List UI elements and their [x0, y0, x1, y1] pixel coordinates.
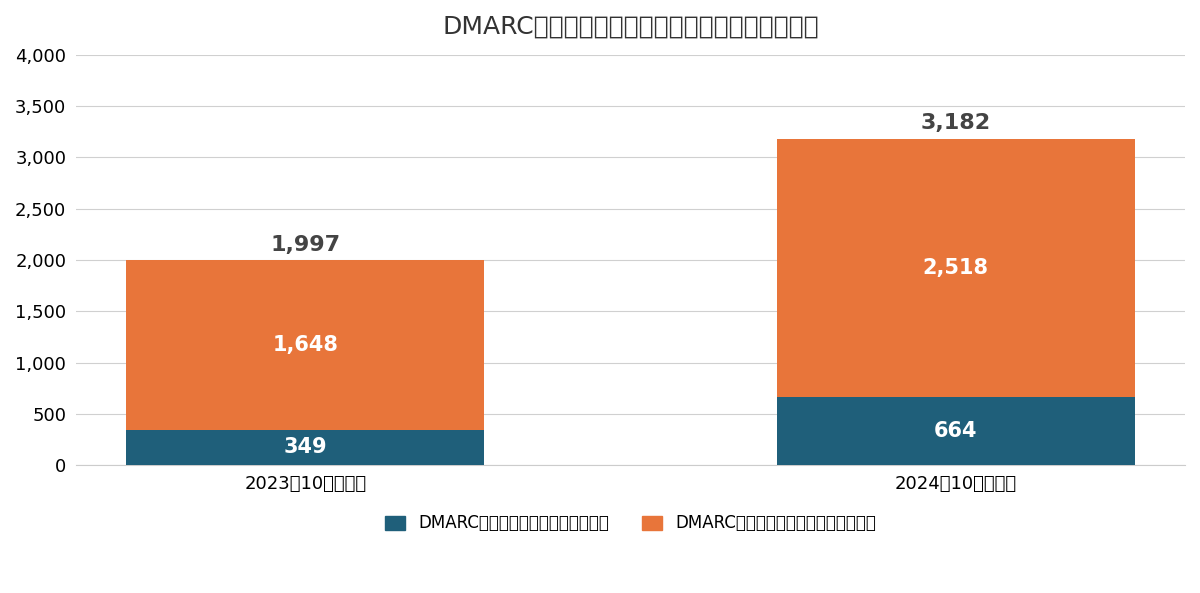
- Text: 1,648: 1,648: [272, 335, 338, 355]
- Bar: [776, 139, 1134, 397]
- Text: 1,997: 1,997: [270, 235, 341, 255]
- Bar: [126, 429, 484, 466]
- Legend: DMARCポリシー適用メールサービス, DMARCポリシー非適用メールサービス: DMARCポリシー適用メールサービス, DMARCポリシー非適用メールサービス: [378, 508, 883, 539]
- Text: 3,182: 3,182: [920, 113, 991, 133]
- Title: DMARCポリシー適用・非適用のメールサービス数: DMARCポリシー適用・非適用のメールサービス数: [442, 15, 818, 39]
- Text: 349: 349: [283, 438, 328, 457]
- Bar: [126, 260, 484, 429]
- Bar: [776, 397, 1134, 466]
- Text: 664: 664: [934, 421, 978, 441]
- Text: 2,518: 2,518: [923, 258, 989, 278]
